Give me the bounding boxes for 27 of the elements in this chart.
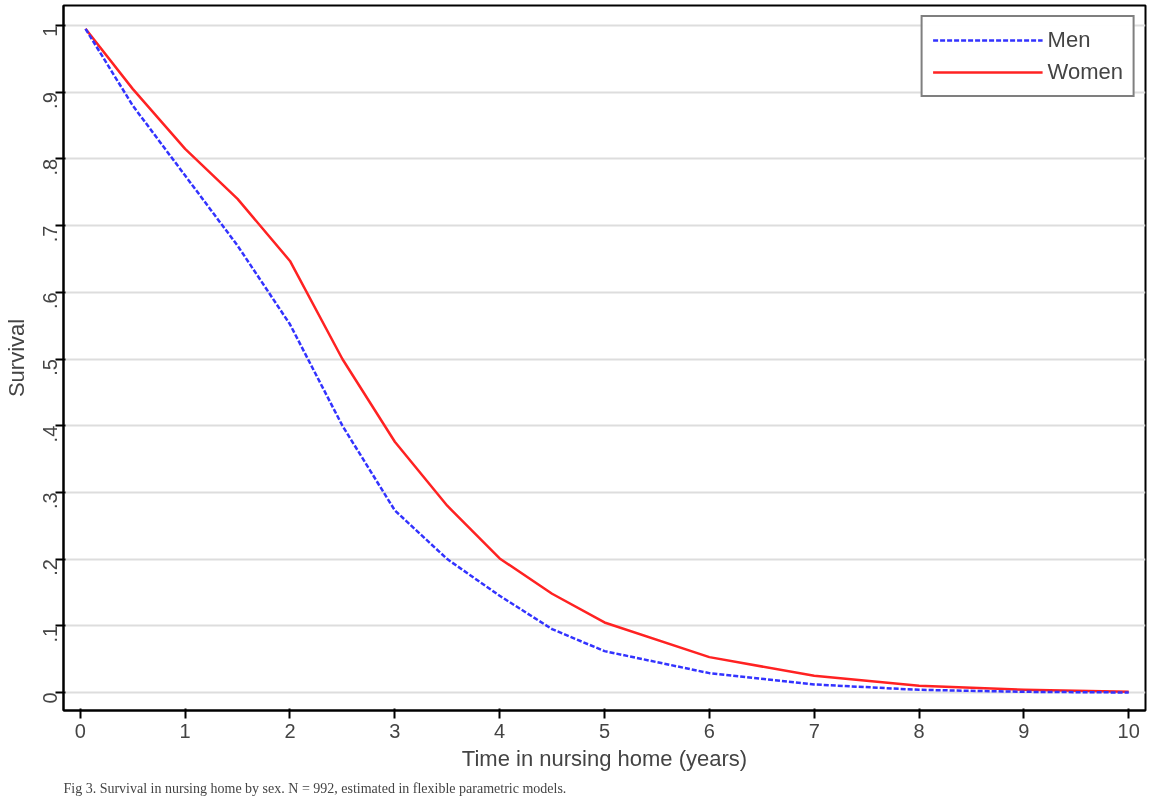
y-tick-label: .5	[39, 358, 62, 376]
x-axis-title: Time in nursing home (years)	[461, 745, 748, 771]
legend-label: Women	[1047, 59, 1123, 85]
y-tick-label: .1	[39, 625, 62, 643]
legend-label: Men	[1047, 27, 1091, 53]
x-tick-label: 3	[389, 719, 401, 742]
x-tick-label: 2	[284, 719, 296, 742]
y-tick-label: .3	[39, 492, 62, 510]
y-tick-label: 0	[39, 692, 62, 704]
y-tick-label: .8	[39, 158, 62, 176]
x-tick-label: 4	[494, 719, 506, 742]
x-tick-label: 1	[179, 719, 191, 742]
y-tick-label: 1	[39, 25, 62, 37]
y-tick-label: .4	[39, 425, 62, 443]
x-tick-label: 6	[703, 719, 715, 742]
y-axis-title: Survival	[3, 318, 29, 398]
caption: Fig 3. Survival in nursing home by sex. N = 992, estimated in flexible parametric models.	[63, 780, 567, 796]
x-tick-label: 8	[913, 719, 925, 742]
x-tick-label: 5	[598, 719, 611, 742]
y-tick-label: .9	[39, 92, 62, 109]
y-tick-label: .2	[39, 559, 62, 576]
x-tick-label: 7	[808, 719, 820, 742]
y-tick-label: .6	[39, 292, 62, 309]
x-tick-label: 0	[74, 719, 86, 742]
x-tick-label: 9	[1018, 719, 1030, 742]
x-tick-label: 10	[1117, 719, 1140, 742]
y-tick-label: .7	[39, 225, 62, 243]
